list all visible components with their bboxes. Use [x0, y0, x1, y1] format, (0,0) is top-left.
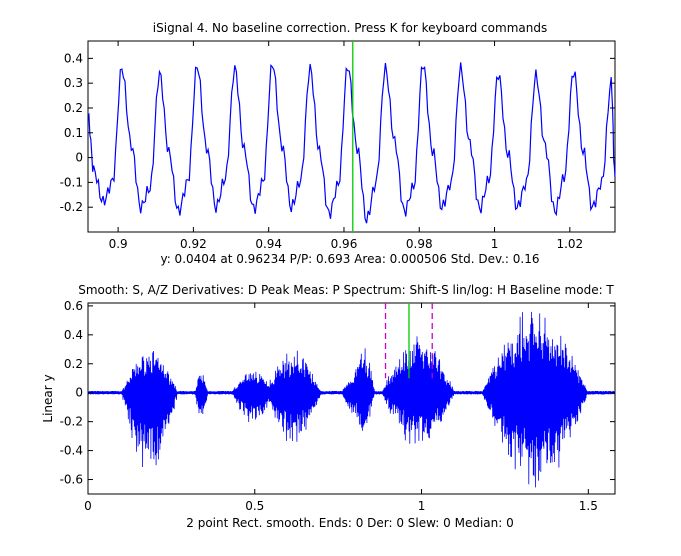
- x-tick-label: 0.98: [406, 237, 433, 251]
- keyboard-hints: Smooth: S, A/Z Derivatives: D Peak Meas:…: [78, 283, 614, 297]
- y-axis-label: Linear y: [41, 374, 55, 422]
- y-tick-label: 0.4: [64, 51, 83, 65]
- top-signal-trace: [87, 62, 616, 224]
- y-tick-label: -0.4: [60, 444, 83, 458]
- y-tick-label: 0.3: [64, 76, 83, 90]
- status-line: 2 point Rect. smooth. Ends: 0 Der: 0 Sle…: [186, 516, 514, 530]
- measurement-readout: y: 0.0404 at 0.96234 P/P: 0.693 Area: 0.…: [160, 252, 539, 266]
- y-tick-label: 0.2: [64, 357, 83, 371]
- full-signal-panel[interactable]: 0 0.5 1 1.5 -0.6 -0.4 -0.2 0 0.2 0.4 0.6 Linear y: [41, 299, 616, 513]
- x-tick-label: 1: [418, 499, 426, 513]
- x-tick-label: 0.94: [255, 237, 282, 251]
- window-title: iSignal 4. No baseline correction. Press…: [153, 21, 547, 35]
- y-tick-label: 0.2: [64, 101, 83, 115]
- y-tick-label: 0: [75, 151, 83, 165]
- x-tick-label: 0.96: [331, 237, 358, 251]
- bottom-axes-frame: [87, 302, 616, 495]
- x-tick-label: 0.9: [109, 237, 128, 251]
- y-tick-label: 0.1: [64, 126, 83, 140]
- x-tick-label: 1: [491, 237, 499, 251]
- y-tick-label: -0.2: [60, 200, 83, 214]
- y-tick-label: 0.6: [64, 299, 83, 313]
- top-axes-frame: [87, 40, 616, 233]
- y-tick-label: 0.4: [64, 328, 83, 342]
- y-tick-label: -0.1: [60, 175, 83, 189]
- bottom-signal-trace: [87, 311, 616, 488]
- x-tick-label: 0.92: [180, 237, 207, 251]
- bottom-axes-ticks: 0 0.5 1 1.5 -0.6 -0.4 -0.2 0 0.2 0.4 0.6: [60, 299, 615, 513]
- zoomed-signal-panel[interactable]: 0.9 0.92 0.94 0.96 0.98 1 1.02 -0.2 -0.1 0 0.1 0.2 0…: [60, 40, 616, 251]
- x-tick-label: 1.5: [579, 499, 598, 513]
- x-tick-label: 0.5: [245, 499, 264, 513]
- x-tick-label: 1.02: [556, 237, 583, 251]
- x-tick-label: 0: [84, 499, 92, 513]
- y-tick-label: -0.6: [60, 473, 83, 487]
- y-tick-label: -0.2: [60, 415, 83, 429]
- y-tick-label: 0: [75, 386, 83, 400]
- top-axes-ticks: 0.9 0.92 0.94 0.96 0.98 1 1.02 -0.2 -0.1 0 0.1 0.2 0…: [60, 41, 615, 251]
